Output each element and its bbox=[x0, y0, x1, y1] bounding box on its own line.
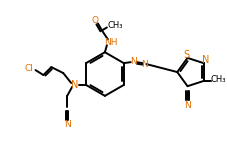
Text: S: S bbox=[183, 50, 189, 60]
Text: CH₃: CH₃ bbox=[209, 75, 225, 84]
Text: Cl: Cl bbox=[24, 64, 33, 73]
Text: CH₃: CH₃ bbox=[107, 21, 122, 30]
Text: NH: NH bbox=[104, 38, 117, 47]
Text: N: N bbox=[141, 60, 147, 69]
Text: N: N bbox=[64, 120, 70, 129]
Text: O: O bbox=[91, 16, 98, 25]
Text: N: N bbox=[183, 100, 190, 110]
Text: N: N bbox=[202, 55, 209, 65]
Text: N: N bbox=[71, 80, 79, 90]
Text: N: N bbox=[130, 57, 136, 66]
